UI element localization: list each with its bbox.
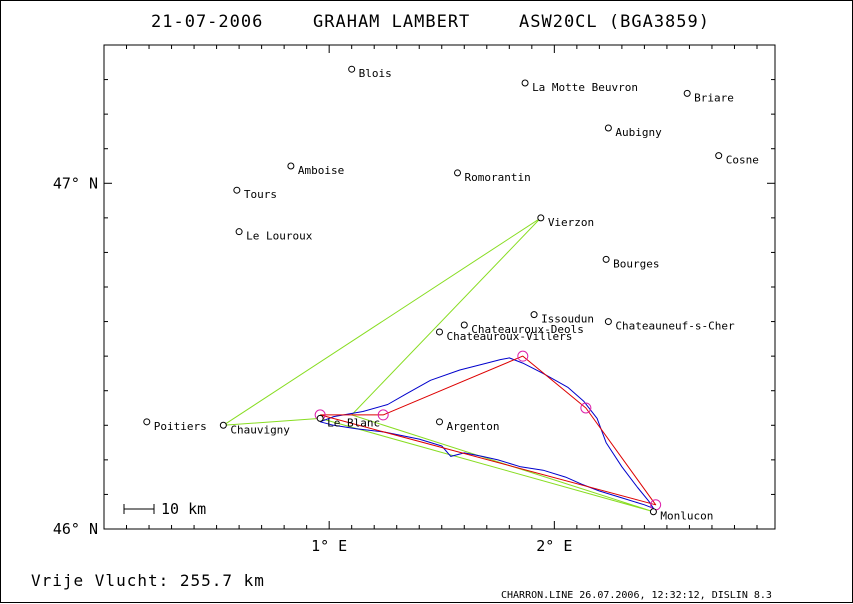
axis-labels: 1° E 2° E 47° N 46° N [53,174,573,555]
plot-frame [103,44,776,530]
town-label: Issoudun [541,313,594,326]
town-label: Bourges [613,257,659,270]
town-label: Le Blanc [327,416,380,429]
town-marker [683,89,691,97]
glider-name: ASW20CL (BGA3859) [519,12,710,32]
free-flight-line [320,355,657,506]
town-label: Chateauneuf-s-Cher [615,320,735,333]
town-label: Le Louroux [246,230,313,243]
town-label: Chauvigny [230,423,290,436]
town-marker [348,65,356,73]
town-marker [460,321,468,329]
x-tick-label: 1° E [311,537,347,555]
scale-bar: 10 km [123,500,206,518]
town-label: Blois [359,67,392,80]
town-label: La Motte Beuvron [532,81,638,94]
town-marker [454,169,462,177]
town-label: Briare [694,91,734,104]
footer-credit: CHARRON.LINE 26.07.2006, 12:32:12, DISLI… [501,590,772,601]
town-marker [537,214,545,222]
town-marker [521,79,529,87]
town-marker [219,421,227,429]
town-marker [316,414,324,422]
turnpoint-markers [314,350,662,511]
town-label: Chateauroux-Deols [471,323,584,336]
flight-date: 21-07-2006 [151,12,263,32]
turnpoint-circle [517,350,529,362]
pilot-name: GRAHAM LAMBERT [313,12,470,32]
town-marker [604,318,612,326]
town-marker [649,508,657,516]
y-tick-label: 47° N [53,174,98,192]
town-label: Romorantin [465,171,531,184]
town-label: Aubigny [615,126,662,139]
town-marker [715,152,723,160]
free-flight-route [320,355,657,506]
free-flight-distance: Vrije Vlucht: 255.7 km [31,571,265,590]
town-label: Amboise [298,164,344,177]
x-tick-label: 2° E [536,537,572,555]
town-marker [436,328,443,336]
town-marker [233,186,241,194]
y-tick-label: 46° N [53,520,98,538]
town-markers: Blois La Motte Beuvron Briare Aubigny Cosne A… [143,65,759,523]
town-marker [143,418,151,426]
turnpoint-circle [377,409,389,421]
town-label: Tours [244,188,277,201]
task-route [222,217,654,513]
town-marker [530,311,538,319]
task-line [222,217,654,513]
scale-bar-label: 10 km [161,500,206,518]
town-marker [602,255,610,263]
town-label: Vierzon [548,216,594,229]
town-marker [287,162,295,170]
town-label: Monlucon [660,510,713,523]
town-marker [235,228,243,236]
town-label: Argenton [447,420,500,433]
track-line [320,357,654,509]
turnpoint-circle [580,402,592,414]
axis-ticks [103,44,775,530]
town-label: Cosne [726,154,759,167]
town-marker [436,418,443,426]
town-label: Chateauroux-Villers [447,330,573,343]
town-marker [604,124,612,132]
flight-track [320,357,654,509]
town-label: Poitiers [154,420,207,433]
